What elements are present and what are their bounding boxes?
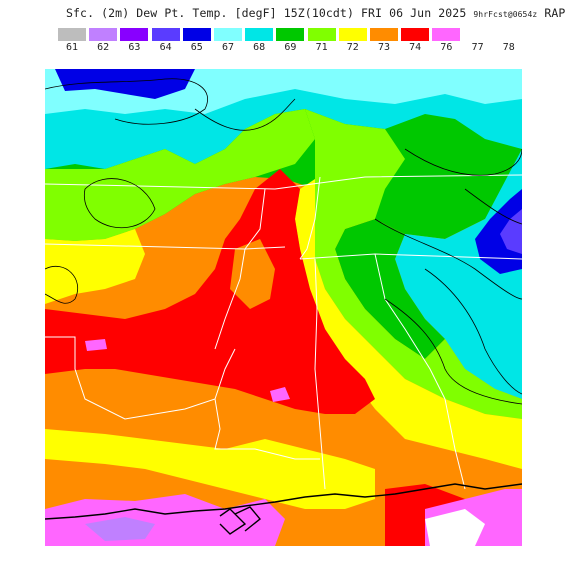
map-title: Sfc. (2m) Dew Pt. Temp. [degF] 15Z(10cdt… <box>66 6 565 22</box>
legend-swatch <box>401 28 430 41</box>
legend-tick-label: 65 <box>190 42 203 53</box>
field-white-max <box>425 509 485 546</box>
legend-swatch <box>370 28 398 41</box>
dewpoint-contours <box>45 78 522 405</box>
legend-swatch <box>58 28 86 41</box>
field-yellow-central <box>295 179 522 469</box>
dewpoint-map <box>45 69 522 546</box>
legend-swatch <box>182 28 211 41</box>
legend-swatch <box>151 28 180 41</box>
legend-tick-label: 63 <box>128 42 141 53</box>
field-violet-gulf <box>85 517 155 541</box>
legend-tick-label: 68 <box>253 42 266 53</box>
field-magenta-sw <box>85 339 107 351</box>
legend-tick-label: 74 <box>409 42 422 53</box>
legend-tick-label: 71 <box>315 42 328 53</box>
legend-tick-label: 76 <box>440 42 453 53</box>
legend-swatch <box>432 28 461 41</box>
field-blue-north <box>55 69 195 99</box>
state-boundaries <box>45 174 522 490</box>
legend-tick-label: 72 <box>346 42 359 53</box>
field-green-east <box>335 219 445 359</box>
legend-swatch <box>338 28 367 41</box>
legend-swatch <box>214 28 242 41</box>
legend-tick-label: 78 <box>502 42 515 53</box>
field-yellow-south <box>45 429 375 509</box>
color-legend <box>58 28 498 41</box>
field-yellow-west <box>45 229 145 304</box>
legend-swatch <box>120 28 149 41</box>
legend-tick-label: 67 <box>221 42 235 53</box>
legend-tick-label: 62 <box>97 42 110 53</box>
field-violet-east <box>500 209 522 254</box>
legend-swatch <box>89 28 118 41</box>
legend-tick-labels: 61 62 63 64 65 67 68 69 71 72 73 74 76 77 78 <box>58 42 528 56</box>
field-blue-east <box>475 189 522 274</box>
title-run: 9hrFcst@0654z <box>473 10 538 19</box>
legend-swatch <box>245 28 274 41</box>
legend-tick-label: 64 <box>159 42 172 53</box>
field-cyan-east <box>395 149 522 399</box>
field-magenta-central <box>270 387 290 402</box>
coastline <box>45 483 522 535</box>
field-red-core <box>45 169 375 414</box>
map-canvas <box>45 69 522 546</box>
legend-swatch <box>307 28 336 41</box>
field-orange-in-core <box>230 239 275 309</box>
legend-tick-label: 69 <box>284 42 297 53</box>
title-main: Sfc. (2m) Dew Pt. Temp. [degF] 15Z(10cdt… <box>66 6 467 20</box>
field-lime-central <box>305 109 522 419</box>
legend-tick-label: 73 <box>377 42 391 53</box>
title-model: RAP <box>544 6 566 20</box>
legend-tick-label: 61 <box>65 42 79 53</box>
legend-tick-label: 77 <box>471 42 484 53</box>
field-lime-northwest <box>45 109 315 241</box>
legend-swatch <box>276 28 305 41</box>
